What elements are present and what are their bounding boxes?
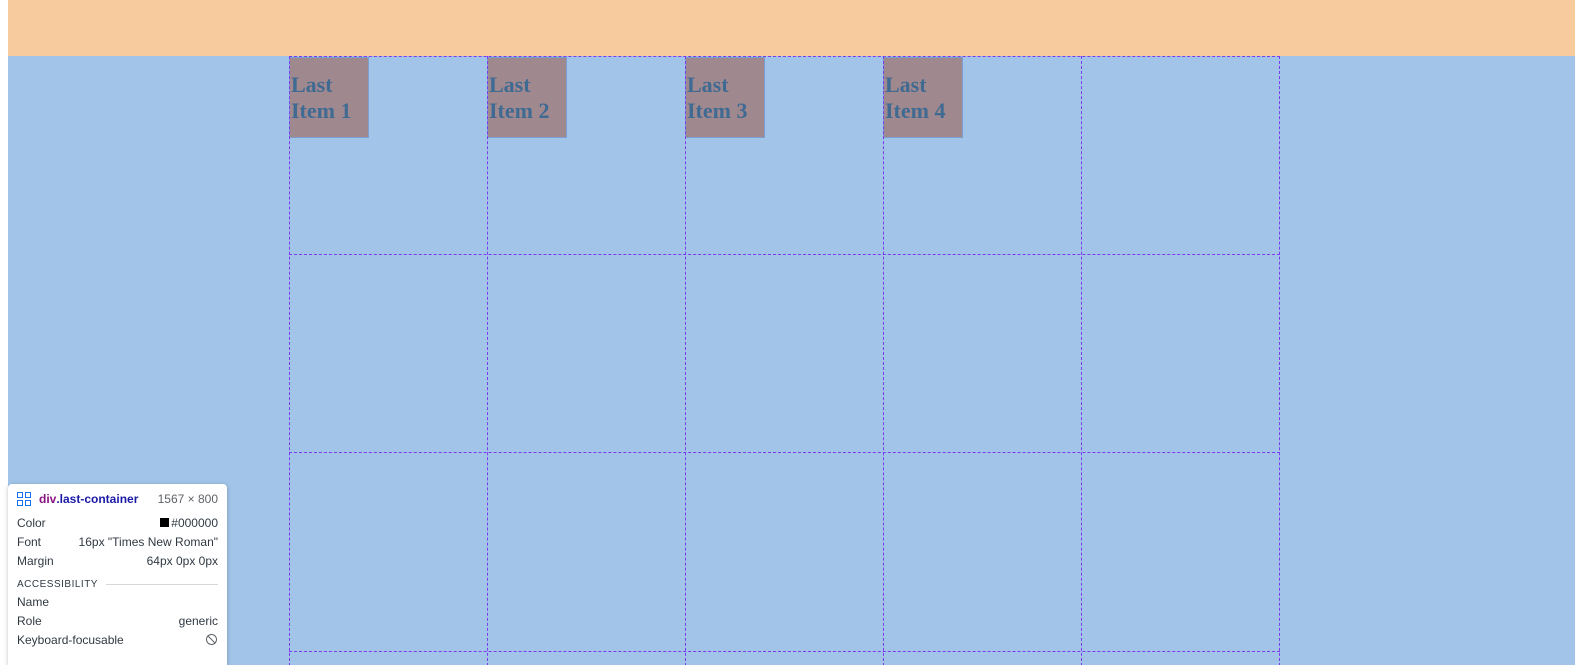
margin-row: Margin 64px 0px 0px bbox=[17, 551, 218, 570]
item-line1: Last bbox=[885, 72, 927, 97]
grid-line-horizontal bbox=[289, 452, 1280, 453]
selector-class: .last-container bbox=[56, 492, 139, 506]
item-line1: Last bbox=[687, 72, 729, 97]
element-size: 1567 × 800 bbox=[157, 492, 218, 506]
font-row: Font 16px "Times New Roman" bbox=[17, 532, 218, 551]
item-line1: Last bbox=[489, 72, 531, 97]
grid-line-horizontal bbox=[289, 651, 1280, 652]
grid-line-vertical bbox=[1279, 56, 1280, 665]
inspector-header: div .last-container 1567 × 800 bbox=[17, 491, 218, 507]
color-swatch bbox=[160, 518, 170, 527]
grid-line-vertical bbox=[487, 56, 488, 665]
selector-tag: div bbox=[39, 492, 57, 506]
grid-item-3: Last Item 3 bbox=[685, 57, 765, 138]
grid-line-vertical bbox=[883, 56, 884, 665]
role-row: Role generic bbox=[17, 611, 218, 630]
grid-item-2: Last Item 2 bbox=[487, 57, 567, 138]
role-label: Role bbox=[17, 613, 42, 628]
item-line2: Item 3 bbox=[687, 98, 748, 123]
grid-icon bbox=[17, 492, 31, 506]
color-label: Color bbox=[17, 515, 46, 530]
margin-value: 64px 0px 0px bbox=[146, 553, 218, 568]
color-row: Color #000000 bbox=[17, 513, 218, 532]
focusable-label: Keyboard-focusable bbox=[17, 632, 124, 647]
accessibility-heading: ACCESSIBILITY bbox=[17, 578, 98, 590]
grid-line-horizontal bbox=[289, 56, 1280, 57]
grid-line-vertical bbox=[685, 56, 686, 665]
section-divider bbox=[105, 583, 218, 585]
item-line2: Item 1 bbox=[291, 98, 352, 123]
margin-label: Margin bbox=[17, 553, 54, 568]
grid-overlay bbox=[289, 56, 1280, 665]
element-inspector-tooltip: div .last-container 1567 × 800 Color #000… bbox=[8, 484, 227, 665]
grid-item-4: Last Item 4 bbox=[883, 57, 963, 138]
not-allowed-icon bbox=[206, 634, 217, 645]
grid-line-horizontal bbox=[289, 254, 1280, 255]
font-label: Font bbox=[17, 534, 42, 549]
accessibility-section-heading: ACCESSIBILITY bbox=[17, 576, 218, 592]
color-value: #000000 bbox=[171, 515, 218, 530]
item-line2: Item 4 bbox=[885, 98, 946, 123]
role-value: generic bbox=[178, 613, 218, 628]
page-viewport: Last Item 1 Last Item 2 Last Item 3 Last… bbox=[8, 0, 1575, 665]
name-label: Name bbox=[17, 594, 50, 609]
focusable-row: Keyboard-focusable bbox=[17, 630, 218, 649]
name-row: Name bbox=[17, 592, 218, 611]
item-line2: Item 2 bbox=[489, 98, 550, 123]
grid-line-vertical bbox=[1081, 56, 1082, 665]
grid-item-1: Last Item 1 bbox=[289, 57, 369, 138]
margin-highlight bbox=[8, 0, 1575, 56]
grid-line-vertical bbox=[289, 56, 290, 665]
item-line1: Last bbox=[291, 72, 333, 97]
font-value: 16px "Times New Roman" bbox=[78, 534, 218, 549]
